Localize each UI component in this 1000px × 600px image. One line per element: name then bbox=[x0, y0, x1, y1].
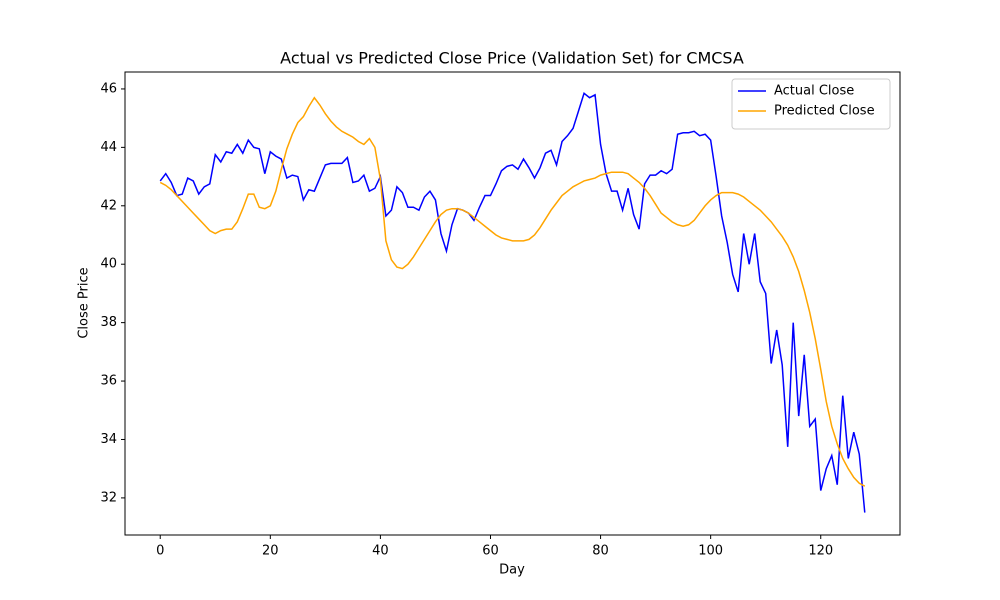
x-tick-label: 100 bbox=[698, 544, 723, 559]
legend-label: Actual Close bbox=[774, 84, 854, 99]
x-tick-label: 60 bbox=[482, 544, 499, 559]
y-tick-label: 36 bbox=[100, 374, 117, 389]
legend-box bbox=[731, 78, 891, 130]
legend-label: Predicted Close bbox=[774, 104, 875, 119]
y-tick-label: 32 bbox=[100, 490, 117, 505]
chart-title: Actual vs Predicted Close Price (Validat… bbox=[280, 49, 744, 68]
x-tick-label: 80 bbox=[592, 544, 609, 559]
y-axis-label: Close Price bbox=[77, 267, 92, 338]
x-tick-label: 20 bbox=[262, 544, 279, 559]
y-tick-label: 46 bbox=[100, 81, 117, 96]
y-tick-label: 40 bbox=[100, 257, 117, 272]
x-axis-label: Day bbox=[499, 563, 525, 578]
y-tick-label: 42 bbox=[100, 198, 117, 213]
data-line bbox=[159, 92, 866, 513]
plot-frame bbox=[124, 71, 901, 536]
y-tick-label: 38 bbox=[100, 315, 117, 330]
y-tick-label: 44 bbox=[100, 140, 117, 155]
x-tick-label: 0 bbox=[156, 544, 164, 559]
x-tick-label: 120 bbox=[808, 544, 833, 559]
x-tick-label: 40 bbox=[372, 544, 389, 559]
y-tick-label: 34 bbox=[100, 432, 117, 447]
data-line bbox=[159, 96, 866, 487]
